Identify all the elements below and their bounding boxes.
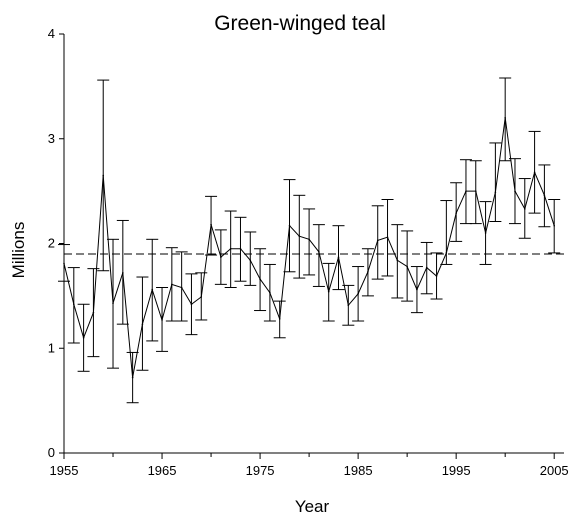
- data-point: [220, 256, 222, 258]
- data-point: [318, 251, 320, 253]
- data-point: [288, 224, 291, 227]
- data-point: [474, 190, 477, 192]
- x-tick-label: 1975: [246, 463, 275, 478]
- data-point: [161, 319, 163, 321]
- x-tick-label: 2005: [540, 463, 569, 478]
- data-point: [239, 247, 242, 250]
- x-tick-label: 1965: [148, 463, 177, 478]
- data-point: [533, 171, 536, 174]
- data-point: [386, 236, 389, 239]
- data-point: [92, 311, 95, 314]
- data-point: [337, 256, 340, 258]
- data-point: [112, 302, 114, 305]
- data-point: [347, 304, 350, 307]
- x-tick-label: 1985: [344, 463, 373, 478]
- data-point: [435, 275, 438, 277]
- data-point: [151, 288, 154, 291]
- data-point: [180, 286, 183, 289]
- data-point: [171, 283, 173, 286]
- x-tick-label: 1955: [50, 463, 79, 478]
- data-point: [484, 232, 487, 234]
- x-axis-title: Year: [295, 497, 330, 516]
- y-tick-label: 0: [48, 445, 55, 460]
- y-axis-title: Millions: [9, 222, 28, 279]
- x-tick-label: 1995: [442, 463, 471, 478]
- data-point: [406, 265, 408, 268]
- data-point: [122, 272, 124, 274]
- data-point: [278, 318, 281, 320]
- data-point: [210, 223, 212, 226]
- data-point: [455, 212, 457, 214]
- data-point: [445, 252, 448, 254]
- data-point: [396, 259, 399, 262]
- data-point: [298, 235, 301, 237]
- data-point: [82, 336, 85, 339]
- chart-title: Green-winged teal: [214, 12, 386, 35]
- data-point: [200, 296, 203, 298]
- data-point: [63, 262, 65, 265]
- data-point: [327, 290, 330, 293]
- data-point: [102, 174, 105, 177]
- data-point: [376, 239, 379, 242]
- data-point: [553, 224, 555, 227]
- data-point: [249, 259, 252, 262]
- data-point: [416, 288, 418, 291]
- data-point: [504, 117, 506, 119]
- data-point: [131, 376, 134, 379]
- data-point: [73, 303, 75, 306]
- data-point: [269, 291, 271, 294]
- data-point: [494, 191, 497, 193]
- data-point: [523, 208, 526, 210]
- data-point: [425, 266, 428, 269]
- data-point: [465, 190, 467, 192]
- data-point: [190, 303, 193, 306]
- y-tick-label: 2: [48, 236, 55, 251]
- data-point: [259, 278, 261, 280]
- data-point: [229, 247, 232, 250]
- data-point: [543, 194, 546, 197]
- data-point: [141, 323, 144, 325]
- data-point: [514, 190, 516, 192]
- y-tick-label: 4: [48, 26, 55, 41]
- data-point: [357, 292, 359, 295]
- y-tick-label: 1: [48, 340, 55, 355]
- plot-area: 0 1 2 3 4 1955 1965 1975 1985 1995 2005: [48, 26, 569, 478]
- data-point: [308, 238, 310, 241]
- y-tick-label: 3: [48, 131, 55, 146]
- data-point: [367, 270, 369, 273]
